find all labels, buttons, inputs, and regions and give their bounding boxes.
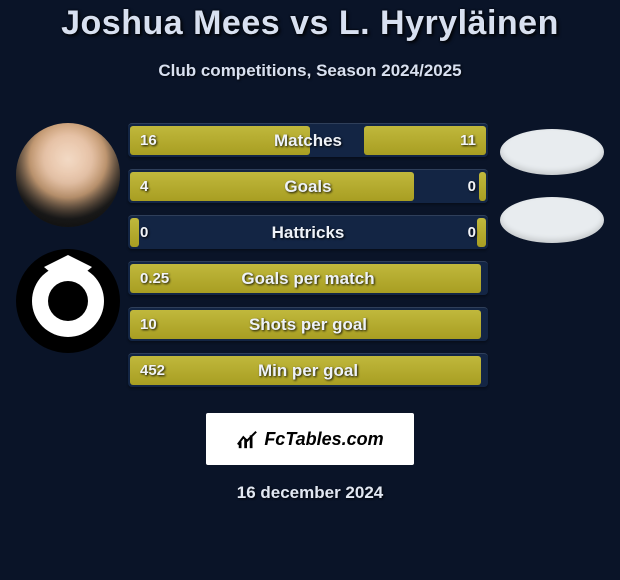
subtitle: Club competitions, Season 2024/2025: [0, 61, 620, 81]
player2-avatar: [500, 129, 604, 175]
left-player-column: [8, 123, 128, 353]
stats-bars-column: 1611Matches40Goals00Hattricks0.25Goals p…: [128, 123, 492, 399]
bar-left-fill: [130, 264, 481, 293]
date-line: 16 december 2024: [0, 483, 620, 503]
page-title: Joshua Mees vs L. Hyryläinen: [0, 4, 620, 43]
bar-right-fill: [477, 218, 486, 247]
brand-watermark: FcTables.com: [206, 413, 414, 465]
bar-left-fill: [130, 218, 139, 247]
brand-text: FcTables.com: [264, 429, 383, 450]
body-row: 1611Matches40Goals00Hattricks0.25Goals p…: [0, 123, 620, 399]
comparison-card: Joshua Mees vs L. Hyryläinen Club compet…: [0, 0, 620, 580]
club-badge-circle: [32, 265, 104, 337]
stat-row: 452Min per goal: [128, 353, 488, 387]
player1-avatar: [16, 123, 120, 227]
bar-right-fill: [364, 126, 486, 155]
stat-row: 40Goals: [128, 169, 488, 203]
stat-row: 10Shots per goal: [128, 307, 488, 341]
stat-row: 1611Matches: [128, 123, 488, 157]
bar-left-fill: [130, 356, 481, 385]
right-player-column: [492, 123, 612, 243]
stat-value-right: 0: [468, 216, 476, 249]
player1-club-badge: [16, 249, 120, 353]
brand-chart-icon: [236, 428, 258, 450]
bar-left-fill: [130, 172, 414, 201]
stat-value-left: 0: [140, 216, 148, 249]
stat-label: Hattricks: [128, 216, 488, 249]
player2-club-badge: [500, 197, 604, 243]
bar-right-fill: [479, 172, 486, 201]
bar-left-fill: [130, 310, 481, 339]
stat-row: 0.25Goals per match: [128, 261, 488, 295]
stat-row: 0 0Hattricks: [128, 215, 488, 249]
stat-value-right: 0: [468, 170, 476, 203]
bar-left-fill: [130, 126, 310, 155]
